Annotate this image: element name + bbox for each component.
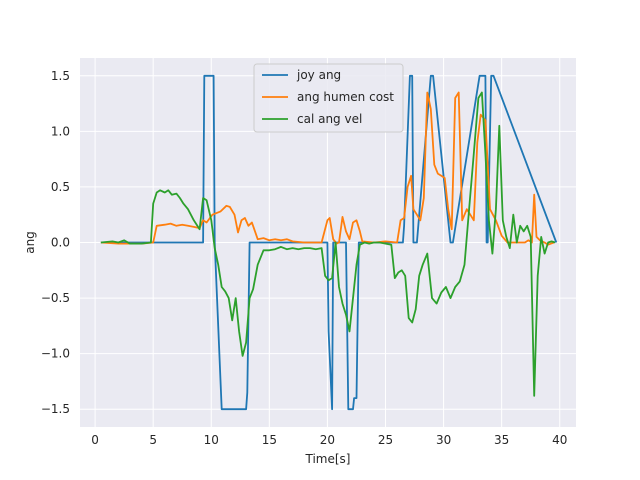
x-tick-label: 0: [91, 433, 99, 447]
y-tick-label: 1.5: [51, 69, 70, 83]
x-tick-label: 10: [204, 433, 219, 447]
y-axis-label: ang: [23, 231, 37, 254]
legend-label: cal ang vel: [297, 112, 362, 126]
y-tick-label: 0.0: [51, 236, 70, 250]
y-tick-label: 0.5: [51, 180, 70, 194]
x-tick-label: 40: [552, 433, 567, 447]
series-line-3: [100, 91, 556, 397]
series-lines: [100, 74, 558, 411]
y-tick-label: 1.0: [51, 124, 70, 138]
x-tick-label: 5: [149, 433, 157, 447]
y-tick-label: −1.0: [41, 347, 70, 361]
x-axis-label: Time[s]: [305, 452, 351, 466]
legend: joy ang ang humen cost cal ang vel: [253, 63, 404, 133]
x-tick-label: 15: [262, 433, 277, 447]
legend-box: [253, 63, 404, 133]
tick-labels: 0 5 10 15 20 25 30 35 40 −1.5 −1.0 −0.5 0.0 0.5 1.0 1.5: [41, 69, 568, 447]
x-tick-label: 20: [320, 433, 335, 447]
x-tick-label: 25: [378, 433, 393, 447]
legend-label: ang humen cost: [297, 90, 394, 104]
y-tick-label: −1.5: [41, 402, 70, 416]
y-tick-label: −0.5: [41, 291, 70, 305]
series-line-1: [100, 74, 558, 411]
series-line-2: [100, 91, 555, 246]
x-tick-label: 35: [494, 433, 509, 447]
legend-label: joy ang: [296, 68, 341, 82]
x-tick-label: 30: [436, 433, 451, 447]
